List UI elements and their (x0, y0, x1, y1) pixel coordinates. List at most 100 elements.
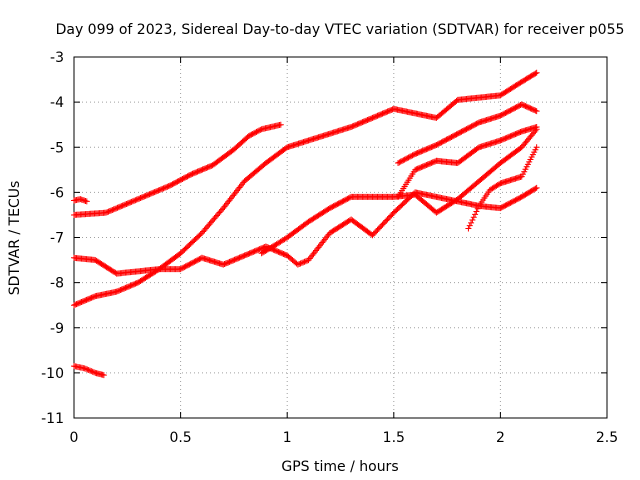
data-point (385, 214, 392, 221)
data-point (533, 69, 540, 76)
data-point (217, 208, 224, 215)
data-point (461, 127, 468, 134)
data-point (118, 286, 125, 293)
data-point (104, 209, 111, 216)
data-point (503, 109, 510, 116)
data-point (404, 155, 411, 162)
data-point (425, 145, 432, 152)
data-point (84, 366, 91, 373)
data-point (83, 198, 90, 205)
data-point (254, 128, 261, 135)
data-point (154, 188, 161, 195)
data-point (183, 173, 190, 180)
data-point (84, 296, 91, 303)
data-point (432, 142, 439, 149)
data-point (462, 126, 469, 133)
data-point (379, 110, 386, 117)
data-point (193, 257, 200, 264)
data-point (142, 192, 149, 199)
data-point (469, 122, 476, 129)
data-point (344, 195, 351, 202)
data-point (329, 203, 336, 210)
data-point (373, 113, 380, 120)
data-point (458, 128, 465, 135)
data-point (438, 139, 445, 146)
data-point (242, 252, 249, 259)
data-point (457, 129, 464, 136)
data-point (200, 166, 207, 173)
x-axis-label: GPS time / hours (281, 459, 398, 475)
data-point (195, 256, 202, 263)
data-point (124, 283, 131, 290)
data-point (145, 191, 152, 198)
data-series-2 (71, 69, 540, 309)
data-point (435, 140, 442, 147)
data-point (182, 263, 189, 270)
data-point (177, 266, 184, 273)
data-point (280, 250, 287, 257)
data-point (503, 201, 510, 208)
data-point (511, 197, 518, 204)
data-point (440, 138, 447, 145)
data-point (507, 107, 514, 114)
data-point (195, 168, 202, 175)
data-point (499, 136, 506, 143)
data-point (399, 157, 405, 164)
data-point (415, 165, 422, 172)
data-point (245, 132, 252, 139)
data-point (89, 294, 96, 301)
data-point (122, 201, 129, 208)
data-point (339, 198, 346, 205)
data-point (369, 114, 376, 121)
data-point (512, 197, 519, 204)
data-point (396, 159, 403, 166)
data-point (513, 130, 520, 137)
data-point (121, 285, 128, 292)
data-point (279, 250, 286, 257)
data-point (410, 151, 417, 158)
y-tick-label: -7 (50, 231, 64, 247)
data-point (272, 247, 279, 254)
data-point (202, 165, 209, 172)
data-point (187, 171, 194, 178)
data-point (507, 133, 514, 140)
data-point (114, 204, 121, 211)
data-point (128, 198, 135, 205)
data-point (506, 133, 513, 140)
data-point (497, 205, 504, 212)
data-point (206, 221, 213, 228)
data-point (300, 259, 307, 266)
data-point (71, 302, 77, 309)
data-point (178, 265, 185, 272)
data-point (82, 297, 89, 304)
data-point (509, 106, 516, 113)
data-point (218, 206, 225, 213)
data-point (166, 182, 173, 189)
data-point (423, 162, 430, 169)
data-point (240, 253, 247, 260)
data-point (127, 282, 134, 289)
data-point (302, 258, 309, 265)
data-point (239, 253, 246, 260)
data-point (383, 217, 390, 224)
data-point (513, 104, 520, 111)
data-point (514, 195, 521, 202)
data-point (424, 145, 431, 152)
data-point (348, 123, 355, 130)
data-point (509, 132, 516, 139)
data-point (414, 165, 421, 172)
data-point (467, 124, 474, 131)
data-series-1 (71, 121, 284, 218)
data-series-8 (71, 196, 90, 205)
data-point (294, 261, 301, 268)
data-point (113, 205, 120, 212)
data-point (224, 259, 231, 266)
data-point (117, 203, 124, 210)
data-point (453, 131, 460, 138)
data-point (513, 196, 520, 203)
data-point (205, 222, 212, 229)
data-point (123, 284, 130, 291)
data-point (91, 293, 98, 300)
data-point (437, 140, 444, 147)
